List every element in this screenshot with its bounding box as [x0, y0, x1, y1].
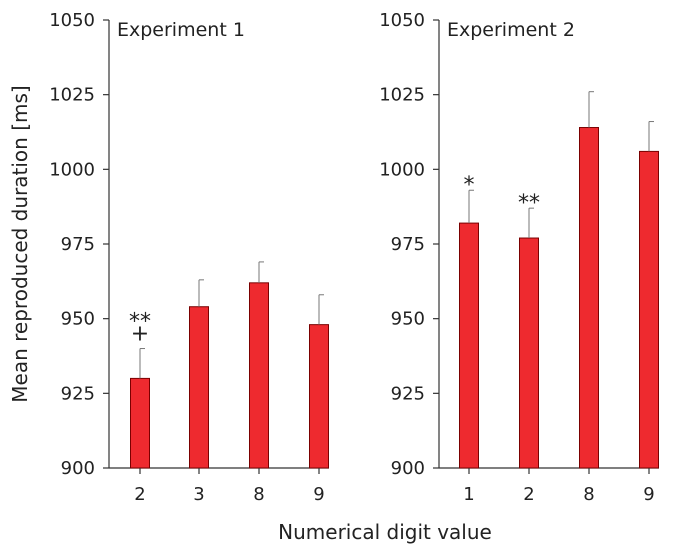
panel2-bar-9	[639, 150, 659, 469]
panel2-bar-8	[579, 127, 599, 469]
panel2-bar-2	[519, 237, 539, 469]
panel2-x-tick-label-2: 2	[523, 484, 534, 505]
panel2-annotation-1-0: *	[464, 173, 475, 198]
panel2-y-tick-label-1000: 1000	[379, 159, 425, 180]
panel1-y-tick-label-900: 900	[61, 458, 95, 479]
panel2-y-tick-label-1025: 1025	[379, 85, 425, 106]
panel2-y-tick-label-950: 950	[391, 309, 425, 330]
panel2-y-tick-label-975: 975	[391, 234, 425, 255]
panel1-annotation-2-0: **	[129, 310, 151, 335]
panel1-y-tick-label-1000: 1000	[49, 159, 95, 180]
panel2-x-tick-label-1: 1	[463, 484, 474, 505]
panel1-x-tick-label-8: 8	[253, 484, 264, 505]
panel2-x-tick-label-8: 8	[583, 484, 594, 505]
panel2-x-tick-label-9: 9	[643, 484, 654, 505]
panel1-x-tick-label-3: 3	[193, 484, 204, 505]
panel1-annotation-2-1: +	[131, 322, 149, 347]
panel2-annotation-2-0: **	[518, 191, 540, 216]
panel1-bar-8	[249, 282, 269, 469]
panel2-y-tick-label-1050: 1050	[379, 10, 425, 31]
x-axis-title: Numerical digit value	[278, 520, 492, 544]
panel1-bar-3	[189, 306, 209, 469]
panel2-title: Experiment 2	[447, 19, 575, 41]
panel1-x-tick-label-2: 2	[134, 484, 145, 505]
panel1-y-tick-label-975: 975	[61, 234, 95, 255]
panel1-y-tick-label-925: 925	[61, 383, 95, 404]
panel1-title: Experiment 1	[117, 19, 245, 41]
panel2-y-tick-label-900: 900	[391, 458, 425, 479]
panel1-y-tick-label-950: 950	[61, 309, 95, 330]
panel1-y-tick-label-1025: 1025	[49, 85, 95, 106]
panel1-bar-9	[309, 324, 329, 469]
y-axis-title: Mean reproduced duration [ms]	[8, 85, 32, 402]
panel1-y-tick-label-1050: 1050	[49, 10, 95, 31]
panel1-x-tick-label-9: 9	[313, 484, 324, 505]
panel2-bar-1	[459, 222, 479, 469]
panel1-bar-2	[130, 377, 150, 469]
panel2-y-tick-label-925: 925	[391, 383, 425, 404]
